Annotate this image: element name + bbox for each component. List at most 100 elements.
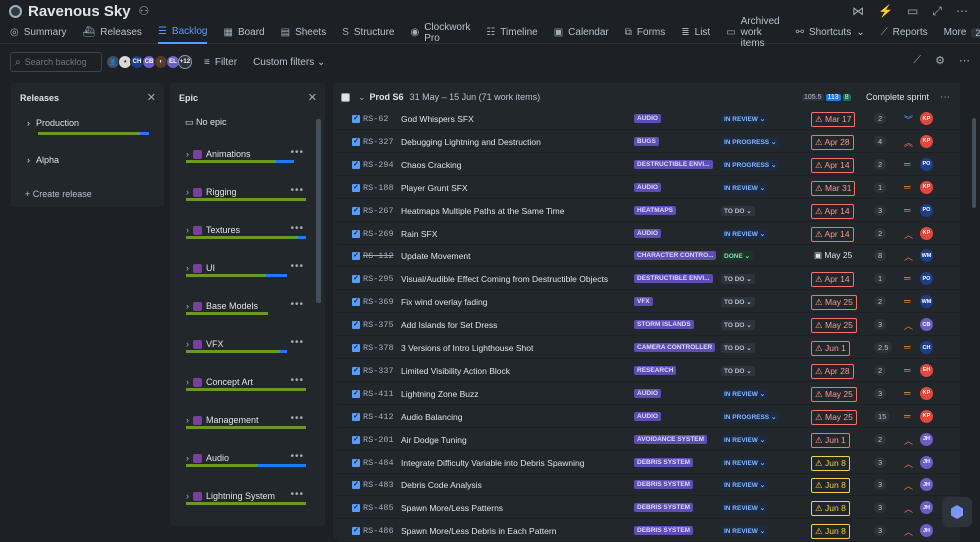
automation-icon[interactable]: ⚡ [878, 4, 894, 18]
assignee-avatar[interactable]: PO [920, 203, 933, 217]
sprint-select-checkbox[interactable] [341, 92, 350, 102]
tab-board[interactable]: ▦ Board [223, 22, 264, 44]
assignee-avatar[interactable]: PO [920, 272, 933, 286]
expand-icon[interactable]: ⤢ [932, 4, 942, 18]
status-dropdown[interactable]: IN REVIEW ⌄ [721, 480, 769, 491]
status-dropdown[interactable]: IN REVIEW ⌄ [721, 182, 769, 193]
status-dropdown[interactable]: IN REVIEW ⌄ [721, 503, 769, 514]
epic-item[interactable]: › Management ••• [186, 413, 306, 429]
epic-item[interactable]: › Base Models ••• [186, 299, 304, 315]
status-dropdown[interactable]: IN REVIEW ⌄ [721, 228, 769, 239]
issue-row[interactable]: ✓ RS-267 Heatmaps Multiple Paths at the Sa… [338, 199, 960, 222]
status-dropdown[interactable]: IN PROGRESS ⌄ [721, 411, 780, 422]
due-date[interactable]: ⚠ Jun 8 [811, 478, 850, 494]
issue-summary[interactable]: Player Grunt SFX [401, 182, 468, 193]
issue-summary[interactable]: Spawn More/Less Patterns [401, 503, 504, 514]
assignee-avatar[interactable]: JH [920, 524, 933, 538]
release-item-production[interactable]: › Production [27, 118, 79, 128]
due-date[interactable]: ⚠ May 25 [811, 295, 857, 311]
more-icon[interactable]: ••• [290, 451, 304, 462]
story-points-badge[interactable]: 3 [874, 525, 887, 537]
epic-item[interactable]: › Concept Art ••• [186, 375, 306, 391]
priority-high-icon[interactable]: ︿ [904, 458, 914, 469]
due-date[interactable]: ⚠ Jun 8 [811, 501, 850, 517]
issue-summary[interactable]: Add Islands for Set Dress [401, 320, 498, 331]
epic-lozenge[interactable]: AUDIO [634, 114, 661, 123]
story-points-badge[interactable]: 1 [874, 181, 887, 193]
priority-medium-icon[interactable]: ═ [904, 181, 911, 192]
due-date[interactable]: ⚠ May 25 [811, 318, 857, 334]
status-dropdown[interactable]: IN REVIEW ⌄ [721, 388, 769, 399]
issue-row[interactable]: ✓ RS-112 Update Movement CHARACTER CONTRO..… [338, 245, 960, 268]
issue-summary[interactable]: Update Movement [401, 251, 471, 262]
priority-high-icon[interactable]: ︿ [904, 252, 914, 263]
due-date[interactable]: ⚠ Jun 8 [811, 455, 850, 471]
issue-key[interactable]: RS-378 [363, 343, 394, 353]
story-points-badge[interactable]: 3 [874, 319, 887, 331]
story-points-badge[interactable]: 1 [874, 273, 887, 285]
due-date[interactable]: ⚠ Jun 1 [811, 341, 850, 356]
epic-item[interactable]: › UI ••• [186, 261, 304, 277]
status-dropdown[interactable]: IN REVIEW ⌄ [721, 526, 769, 537]
issue-key[interactable]: RS-337 [363, 365, 394, 376]
issue-row[interactable]: ✓ RS-337 Limited Visibility Action Block RE… [338, 359, 960, 382]
priority-medium-icon[interactable]: ═ [904, 342, 911, 352]
assignee-avatar[interactable]: KP [920, 386, 933, 400]
status-dropdown[interactable]: IN PROGRESS ⌄ [721, 159, 780, 170]
assignee-avatar[interactable]: EH [920, 363, 933, 377]
issue-summary[interactable]: 3 Versions of Intro Lighthouse Shot [401, 343, 534, 353]
epic-lozenge[interactable]: AUDIO [634, 228, 661, 238]
status-dropdown[interactable]: IN REVIEW ⌄ [721, 114, 769, 124]
epic-lozenge[interactable]: DESTRUCTIBLE ENVI... [634, 274, 713, 284]
issue-summary[interactable]: Visual/Audible Effect Coming from Destru… [401, 274, 609, 285]
tab-backlog[interactable]: ☰ Backlog [157, 22, 208, 44]
assignee-avatar[interactable]: JH [920, 501, 933, 515]
issue-key[interactable]: RS-327 [363, 136, 394, 147]
epic-item[interactable]: › Textures ••• [186, 223, 306, 239]
priority-medium-icon[interactable]: ═ [904, 296, 911, 307]
assignee-avatar[interactable]: JH [920, 455, 933, 469]
story-points-badge[interactable]: 2 [874, 158, 887, 170]
issue-row[interactable]: ✓ RS-201 Air Dodge Tuning AVOIDANCE SYSTEM I… [338, 428, 960, 451]
assignee-avatar[interactable]: JH [920, 432, 933, 446]
priority-medium-icon[interactable]: ═ [904, 158, 911, 169]
issue-row[interactable]: ✓ RS-369 Fix wind overlay fading VFX TO DO ⌄… [338, 291, 960, 314]
epic-lozenge[interactable]: DEBRIS SYSTEM [634, 503, 694, 513]
assignee-avatar[interactable]: PO [920, 157, 933, 171]
assignee-avatar[interactable]: JH [920, 478, 933, 492]
project-avatar-icon[interactable] [9, 4, 22, 18]
story-points-badge[interactable]: 2 [874, 433, 887, 445]
assignee-avatar[interactable]: KP [920, 226, 933, 240]
epic-lozenge[interactable]: VFX [634, 297, 653, 307]
epic-lozenge[interactable]: DEBRIS SYSTEM [634, 526, 694, 536]
priority-high-icon[interactable]: ︿ [904, 504, 914, 515]
assignee-avatar[interactable]: KP [920, 134, 933, 148]
due-date[interactable]: ⚠ Apr 14 [811, 157, 854, 173]
more-icon[interactable]: ••• [290, 147, 304, 158]
epic-lozenge[interactable]: DEBRIS SYSTEM [634, 480, 694, 490]
project-title[interactable]: Ravenous Sky [28, 2, 131, 20]
status-dropdown[interactable]: TO DO ⌄ [721, 365, 755, 376]
issue-summary[interactable]: Limited Visibility Action Block [401, 365, 510, 376]
tab-shortcuts[interactable]: ⚯ Shortcuts ⌄ [796, 22, 865, 44]
due-date[interactable]: ⚠ Apr 14 [811, 272, 854, 288]
priority-highest-icon[interactable]: ︽ [904, 137, 914, 148]
issue-key[interactable]: RS-483 [363, 480, 394, 491]
story-points-badge[interactable]: 3 [874, 502, 887, 514]
epic-lozenge[interactable]: DEBRIS SYSTEM [634, 457, 694, 467]
epic-lozenge[interactable]: STORM ISLANDS [634, 320, 694, 330]
issue-row[interactable]: ✓ RS-327 Debugging Lightning and Destructi… [338, 130, 960, 153]
assignee-avatar[interactable]: WM [920, 295, 933, 309]
tab-list[interactable]: ≣ List [681, 22, 710, 44]
more-icon[interactable]: ••• [290, 185, 304, 196]
epic-scrollbar[interactable] [316, 119, 321, 303]
epic-lozenge[interactable]: BUGS [634, 136, 659, 146]
issue-key[interactable]: RS-62 [363, 114, 389, 124]
issue-row[interactable]: ✓ RS-378 3 Versions of Intro Lighthouse Sh… [338, 337, 960, 359]
search-box[interactable]: ⌕ [10, 52, 102, 72]
priority-high-icon[interactable]: ︿ [904, 481, 914, 492]
view-settings-icon[interactable]: ⚙ [935, 55, 945, 67]
issue-key[interactable]: RS-294 [363, 159, 394, 170]
epic-item[interactable]: › Rigging ••• [186, 185, 306, 201]
assignee-avatar[interactable]: KP [920, 180, 933, 194]
